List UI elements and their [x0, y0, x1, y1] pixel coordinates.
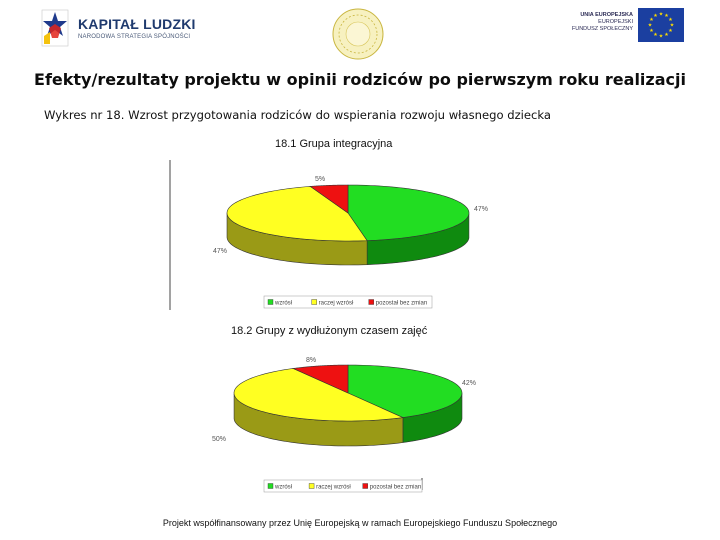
eu-flag-icon: ★ ★★ ★★★ ★★★ ★★★: [638, 8, 684, 42]
legend-label-3: pozostał bez zmian: [370, 485, 421, 491]
pie-slice-raczej-wzrósł: [226, 186, 368, 242]
kapital-ludzki-logo: KAPITAŁ LUDZKI NARODOWA STRATEGIA SPÓJNO…: [36, 6, 196, 50]
svg-text:★: ★: [653, 32, 658, 38]
eu-logo-line3: FUNDUSZ SPOŁECZNY: [571, 26, 633, 32]
svg-text:★: ★: [648, 23, 653, 29]
chart-caption: Wykres nr 18. Wzrost przygotowania rodzi…: [44, 108, 552, 122]
eu-logo: UNIA EUROPEJSKA EUROPEJSKI FUNDUSZ SPOŁE…: [568, 8, 688, 46]
pie-slice-pozostał-bez-zmian: [291, 364, 349, 394]
project-seal-logo: [332, 8, 384, 60]
legend-label-1: wzrósł: [274, 485, 293, 491]
pie-slice-wzrósł: [347, 364, 463, 418]
kapital-ludzki-star-icon: [41, 9, 69, 47]
svg-text:★: ★: [649, 17, 654, 23]
legend-swatch-1: [267, 483, 274, 489]
chart-legend: wzrósł raczej wzrósł pozostał bez zmian: [263, 295, 433, 309]
kapital-ludzki-title: KAPITAŁ LUDZKI: [78, 16, 196, 32]
chart-1-title: 18.1 Grupa integracyjna: [275, 138, 393, 150]
svg-text:★: ★: [670, 23, 675, 29]
footer-note: Projekt współfinansowany przez Unię Euro…: [162, 518, 558, 528]
legend-label-2: raczej wzrósł: [319, 301, 354, 307]
svg-text:★: ★: [653, 13, 658, 19]
svg-text:★: ★: [668, 28, 673, 34]
data-label-2: 47%: [213, 248, 227, 255]
pie-slice-raczej-wzrósł: [233, 368, 405, 422]
svg-text:★: ★: [664, 13, 669, 19]
pie-slice-pozostał-bez-zmian: [309, 184, 349, 214]
pie-slice-wzrósł: [347, 184, 470, 241]
legend-label-1: wzrósł: [274, 301, 293, 307]
svg-text:★: ★: [668, 17, 673, 23]
pie-chart-1: 47% 47% 5% wzrósł raczej wzrósł pozostał bez …: [169, 160, 488, 310]
svg-text:★: ★: [659, 12, 664, 18]
legend-swatch-2: [308, 483, 315, 489]
svg-text:★: ★: [664, 32, 669, 38]
legend-swatch-3: [368, 299, 374, 305]
svg-text:★: ★: [649, 28, 654, 34]
legend-label-2: raczej wzrósł: [316, 485, 351, 491]
chart-legend: wzrósł raczej wzrósł pozostał bez zmian: [263, 479, 423, 493]
chart-2-title: 18.2 Grupy z wydłużonym czasem zajęć: [231, 325, 428, 337]
legend-label-3: pozostał bez zmian: [376, 301, 427, 307]
eu-logo-line1: UNIA EUROPEJSKA: [580, 12, 633, 18]
page-title: Efekty/rezultaty projektu w opinii rodzi…: [34, 70, 686, 89]
data-label-3: 8%: [306, 357, 316, 364]
legend-swatch-3: [362, 483, 368, 489]
legend-swatch-2: [311, 299, 317, 305]
data-label-1: 42%: [462, 380, 476, 387]
legend-swatch-1: [267, 299, 274, 305]
pie-chart-2: 42% 50% 8% wzrósł raczej wzrósł pozostał bez …: [212, 357, 476, 493]
data-label-3: 5%: [315, 176, 325, 183]
eu-logo-line2: EUROPEJSKI: [598, 19, 633, 25]
svg-text:★: ★: [659, 34, 664, 40]
data-label-2: 50%: [212, 436, 226, 443]
data-label-1: 47%: [474, 206, 488, 213]
kapital-ludzki-subtitle: NARODOWA STRATEGIA SPÓJNOŚCI: [78, 34, 191, 40]
